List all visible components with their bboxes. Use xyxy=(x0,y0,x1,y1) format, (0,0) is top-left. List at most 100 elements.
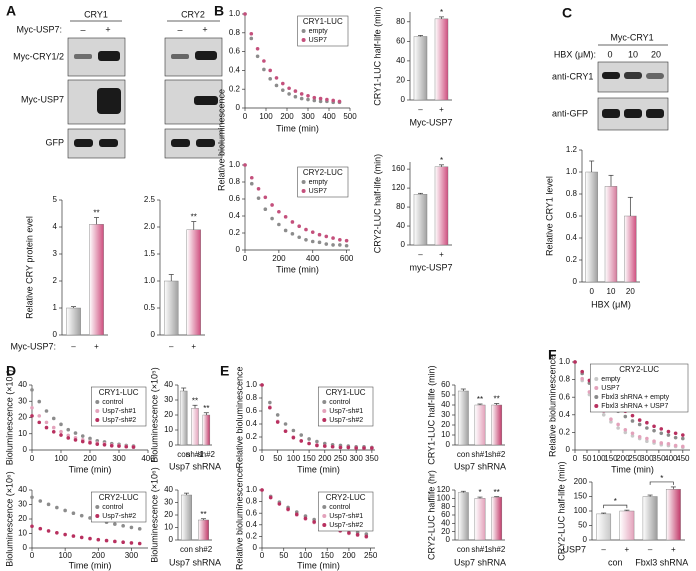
y-tick-label: 30 xyxy=(164,395,173,404)
x-tick-label: sh#2 xyxy=(195,545,213,554)
legend-marker xyxy=(95,409,100,413)
y-tick-label: 10 xyxy=(164,523,173,532)
y-tick-label: 0.8 xyxy=(566,189,578,198)
data-point xyxy=(256,187,261,191)
panel-letter: D xyxy=(6,363,16,379)
data-point xyxy=(71,511,76,515)
data-point xyxy=(659,427,664,431)
legend-title: CRY2-LUC xyxy=(619,365,659,374)
x-tick-label: con xyxy=(180,545,193,554)
legend-label: Usp7-sh#2 xyxy=(329,522,363,529)
y-tick-label: 0.4 xyxy=(229,211,241,220)
legend-marker xyxy=(322,514,327,518)
data-point xyxy=(30,388,34,392)
bar xyxy=(89,224,104,336)
data-point xyxy=(307,437,311,441)
data-point xyxy=(104,538,109,543)
x-axis-label: HBX (μM) xyxy=(591,299,631,309)
x-axis-label: Time (min) xyxy=(69,464,112,474)
data-point xyxy=(355,532,360,537)
data-point xyxy=(315,443,319,448)
x-axis-label: Myc-USP7 xyxy=(409,117,452,127)
data-point xyxy=(59,422,63,427)
y-tick-label: 160 xyxy=(392,164,406,173)
blot-dose: 0 xyxy=(607,49,612,59)
y-tick-label: 4 xyxy=(53,222,58,231)
data-point xyxy=(46,529,51,533)
y-tick-label: 0 xyxy=(401,240,406,249)
blot-dose: 20 xyxy=(651,49,661,59)
y-tick-label: 10 xyxy=(18,429,27,438)
x-tick-label: sh#1 xyxy=(471,545,489,554)
x-tick-label: 450 xyxy=(676,454,690,463)
significance: ** xyxy=(477,395,483,404)
data-point xyxy=(30,414,34,418)
x-tick-label: 0 xyxy=(589,287,594,296)
x-tick-label: sh#2 xyxy=(488,545,506,554)
group-label: Fbxl3 shRNA xyxy=(635,557,688,567)
data-point xyxy=(256,196,261,200)
data-point xyxy=(630,413,635,418)
data-point xyxy=(681,433,685,437)
y-tick-label: 0 xyxy=(169,440,174,449)
x-tick-label: – xyxy=(71,342,76,351)
bar xyxy=(413,194,428,246)
x-tick-label: 200 xyxy=(272,254,286,263)
y-tick-label: 0.8 xyxy=(246,393,258,402)
x-axis-label: Time (min) xyxy=(297,560,340,570)
legend-marker xyxy=(594,386,599,390)
data-point xyxy=(318,96,323,101)
legend-box xyxy=(297,15,349,47)
data-point xyxy=(312,95,317,100)
x-tick-label: con xyxy=(457,545,470,554)
data-point xyxy=(268,77,273,81)
x-tick-label: 400 xyxy=(322,112,336,121)
legend-marker xyxy=(594,395,599,399)
data-point xyxy=(137,541,142,546)
x-tick-label: 200 xyxy=(92,551,106,560)
y-tick-label: 0.4 xyxy=(566,233,578,242)
y-tick-label: 40 xyxy=(18,485,27,494)
y-tick-label: 40 xyxy=(18,380,27,389)
y-tick-label: 60 xyxy=(441,380,450,389)
bar xyxy=(413,36,428,101)
data-point xyxy=(630,431,635,436)
data-point xyxy=(324,242,329,246)
y-tick-label: 50 xyxy=(578,521,587,530)
y-tick-label: 80 xyxy=(396,17,405,26)
blot-row-label: Myc-CRY1/2 xyxy=(13,51,64,61)
data-point xyxy=(73,438,78,442)
x-tick-label: 0 xyxy=(260,454,265,463)
y-tick-label: 120 xyxy=(392,183,406,192)
data-point xyxy=(362,446,366,450)
x-tick-label: + xyxy=(671,545,676,554)
data-point xyxy=(637,418,642,422)
x-tick-label: sh#2 xyxy=(488,450,506,459)
data-point xyxy=(318,99,323,104)
data-point xyxy=(117,444,121,448)
data-point xyxy=(249,175,254,180)
y-tick-label: 0 xyxy=(151,330,156,339)
data-point xyxy=(297,235,301,240)
data-point xyxy=(370,446,374,450)
legend-label: Usp7-sh#2 xyxy=(102,417,136,424)
blot-treatment: HBX (μM): xyxy=(554,49,596,59)
y-tick-label: 40 xyxy=(164,380,173,389)
y-tick-label: 120 xyxy=(437,485,451,494)
y-tick-label: 0.8 xyxy=(229,177,241,186)
blot-header: Myc-CRY1 xyxy=(610,32,653,42)
group-label: con xyxy=(608,557,623,567)
data-point xyxy=(255,46,260,51)
data-point xyxy=(609,417,613,422)
bar xyxy=(642,496,658,541)
data-point xyxy=(59,433,63,437)
data-point xyxy=(283,429,288,433)
data-point xyxy=(63,508,67,513)
data-point xyxy=(293,94,298,99)
data-point xyxy=(44,409,49,413)
data-point xyxy=(659,431,664,436)
data-point xyxy=(55,530,59,535)
x-tick-label: 100 xyxy=(259,112,273,121)
blot-sign: + xyxy=(105,24,110,34)
y-tick-label: 2 xyxy=(53,276,58,285)
